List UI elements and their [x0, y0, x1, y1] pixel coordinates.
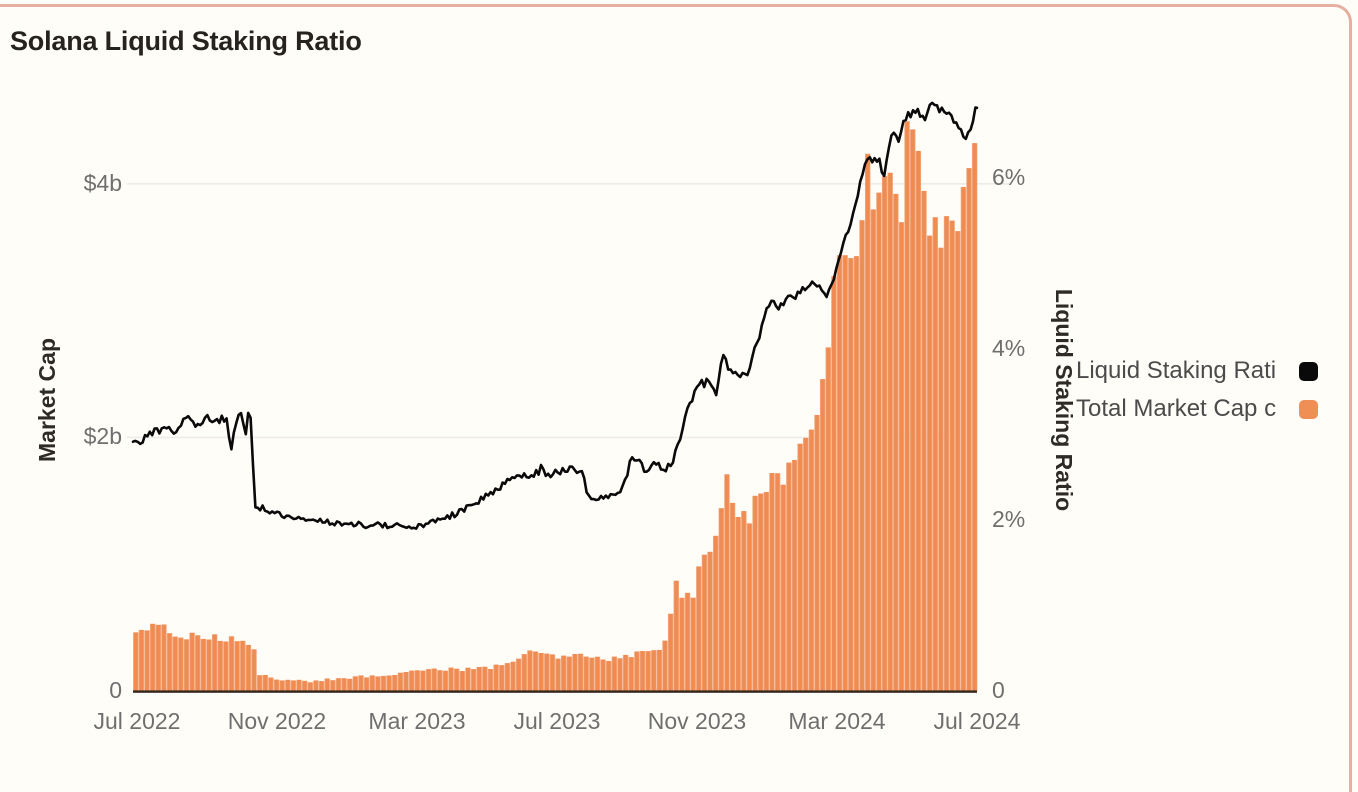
legend-swatch	[1299, 399, 1318, 419]
x-axis-tick-label: Jul 2024	[933, 708, 1021, 734]
left-axis-tick-label: $4b	[83, 169, 122, 196]
legend-item-label: Total Market Cap c	[1076, 395, 1277, 422]
left-axis-tick-label: $2b	[83, 423, 122, 450]
x-axis-tick-label: Jul 2023	[513, 708, 601, 734]
footer: 21 @21co 1d	[0, 732, 1358, 792]
x-axis-tick-label: Mar 2024	[788, 708, 886, 734]
right-axis-tick-label: 4%	[992, 334, 1026, 361]
market-cap-bars	[133, 121, 978, 692]
legend: Liquid Staking Rati Total Market Cap c	[1076, 352, 1318, 428]
x-axis-tick-label: Nov 2022	[227, 708, 327, 734]
legend-item-staking-ratio[interactable]: Liquid Staking Rati	[1076, 352, 1318, 390]
left-axis-title: Market Cap	[34, 338, 60, 462]
legend-item-market-cap[interactable]: Total Market Cap c	[1076, 390, 1318, 428]
right-axis-title: Liquid Staking Ratio	[1051, 288, 1077, 512]
page-title: Solana Liquid Staking Ratio	[10, 26, 362, 56]
x-axis-baseline	[133, 690, 977, 693]
left-axis-tick-label: 0	[109, 677, 122, 703]
x-axis-tick-label: Mar 2023	[368, 708, 466, 734]
x-axis-tick-label: Jul 2022	[93, 708, 181, 734]
legend-item-label: Liquid Staking Rati	[1076, 357, 1277, 384]
right-axis-tick-label: 6%	[992, 163, 1026, 190]
right-axis-tick-label: 2%	[992, 505, 1026, 532]
staking-ratio-line	[131, 101, 979, 531]
right-axis-tick-label: 0	[992, 677, 1005, 703]
x-axis-tick-label: Nov 2023	[647, 708, 747, 734]
legend-swatch	[1299, 361, 1318, 381]
